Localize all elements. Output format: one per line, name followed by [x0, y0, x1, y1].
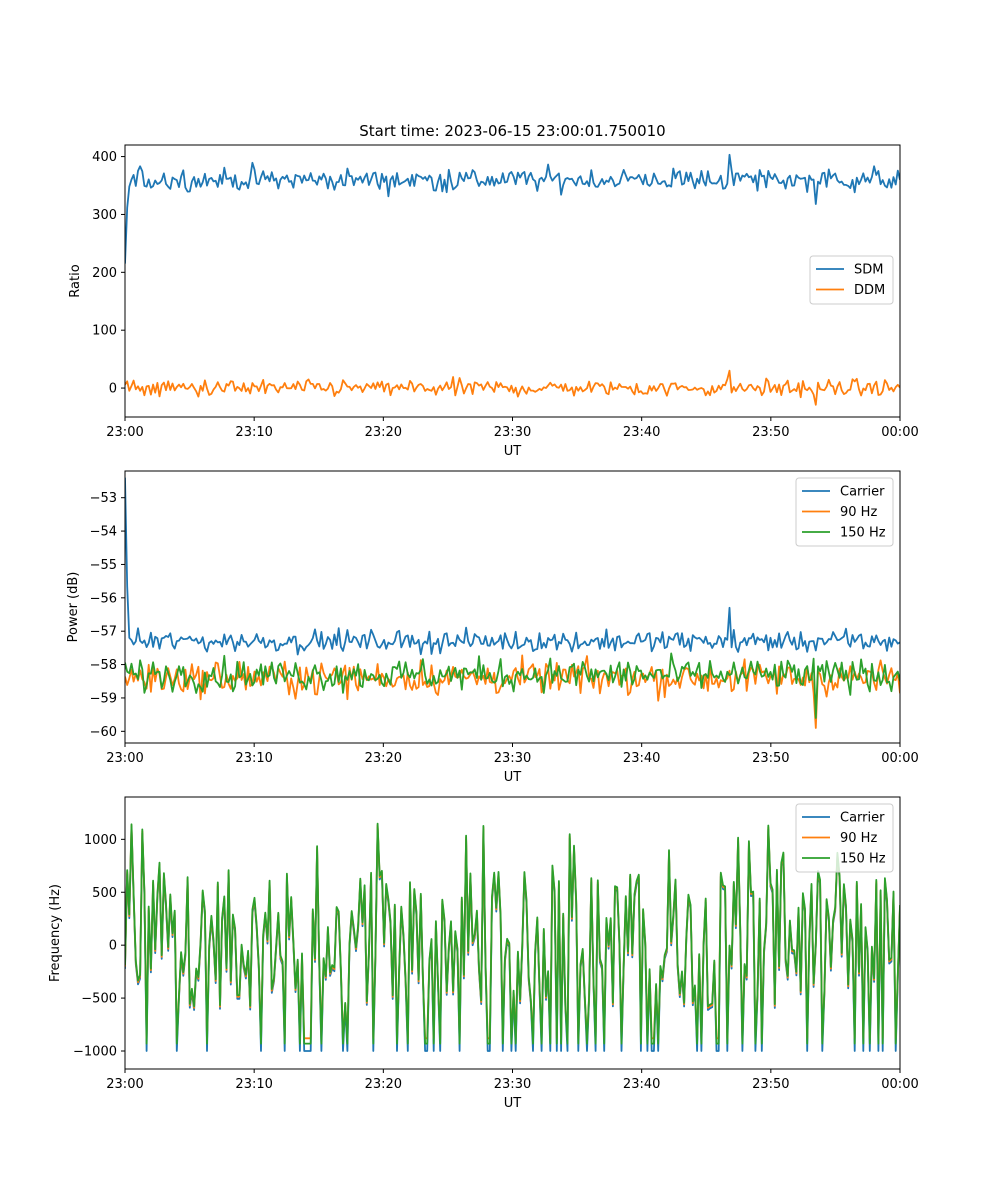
x-tick-label: 00:00: [881, 1077, 918, 1092]
x-tick-label: 00:00: [881, 425, 918, 440]
y-tick-label: 200: [92, 266, 117, 281]
y-tick-label: −60: [90, 725, 117, 740]
legend-label: 90 Hz: [840, 831, 877, 846]
x-tick-label: 23:50: [752, 1077, 789, 1092]
legend-box: [795, 477, 894, 547]
x-tick-label: 23:00: [106, 425, 143, 440]
axes-frame: [124, 470, 901, 744]
y-tick-label: 100: [92, 324, 117, 339]
legend-box: [795, 803, 894, 873]
series-line-sdm: [125, 153, 900, 264]
legend-label: DDM: [854, 283, 885, 298]
y-tick-label: 1000: [84, 833, 117, 848]
y-tick-label: −53: [90, 491, 117, 506]
y-tick-label: −57: [90, 625, 117, 640]
y-tick-label: −56: [90, 591, 117, 606]
legend-label: 90 Hz: [840, 505, 877, 520]
y-tick-label: −59: [90, 691, 117, 706]
legend: SDM DDM: [809, 255, 894, 305]
y-tick-label: 300: [92, 208, 117, 223]
series-group: [125, 822, 900, 1052]
y-tick-label: 0: [109, 939, 117, 954]
x-axis-label: UT: [504, 444, 522, 459]
x-tick-label: 23:00: [106, 1077, 143, 1092]
y-axis-label: Ratio: [68, 264, 83, 297]
series-group: [125, 477, 900, 729]
legend-box: [809, 255, 894, 305]
x-tick-label: 23:30: [494, 425, 531, 440]
legend-label: Carrier: [840, 811, 885, 826]
series-line-150-hz: [125, 822, 900, 1045]
legend-label: 150 Hz: [840, 852, 886, 867]
y-axis-label: Frequency (Hz): [48, 884, 63, 982]
series-line-carrier: [125, 477, 900, 656]
x-tick-label: 23:40: [623, 751, 660, 766]
y-tick-label: −58: [90, 658, 117, 673]
x-tick-label: 23:20: [365, 425, 402, 440]
y-tick-label: 0: [109, 382, 117, 397]
x-tick-label: 23:20: [365, 751, 402, 766]
x-tick-label: 23:10: [235, 751, 272, 766]
x-axis-label: UT: [504, 1096, 522, 1111]
y-tick-label: −1000: [73, 1045, 117, 1060]
x-tick-label: 23:40: [623, 1077, 660, 1092]
series-line-150-hz: [125, 652, 900, 719]
x-tick-label: 23:20: [365, 1077, 402, 1092]
panel-2: −53 −54 −55 −56 −57 −58 −59 −60 23:00 23:10 23:20 2…: [66, 470, 919, 785]
legend-label: 150 Hz: [840, 526, 886, 541]
x-tick-label: 23:50: [752, 751, 789, 766]
legend: Carrier 90 Hz 150 Hz: [795, 477, 894, 547]
panel-1: 0 100 200 300 400 23:00 23:10 23:20 23:30 23:40 23…: [68, 144, 919, 459]
x-tick-label: 00:00: [881, 751, 918, 766]
y-tick-label: −500: [81, 992, 117, 1007]
x-tick-label: 23:50: [752, 425, 789, 440]
legend-label: Carrier: [840, 485, 885, 500]
figure-title: Start time: 2023-06-15 23:00:01.750010: [359, 122, 665, 140]
y-axis-label: Power (dB): [66, 572, 81, 643]
x-tick-label: 23:40: [623, 425, 660, 440]
series-line-ddm: [125, 369, 900, 406]
series-line-90-hz: [125, 654, 900, 729]
y-tick-label: −55: [90, 558, 117, 573]
x-tick-label: 23:30: [494, 1077, 531, 1092]
x-tick-label: 23:10: [235, 425, 272, 440]
x-axis-label: UT: [504, 770, 522, 785]
legend: Carrier 90 Hz 150 Hz: [795, 803, 894, 873]
x-tick-label: 23:30: [494, 751, 531, 766]
y-tick-label: 400: [92, 150, 117, 165]
y-tick-label: 500: [92, 886, 117, 901]
series-group: [125, 153, 900, 406]
legend-label: SDM: [854, 263, 883, 278]
y-tick-label: −54: [90, 525, 117, 540]
x-tick-label: 23:10: [235, 1077, 272, 1092]
panel-3: 1000 500 0 −500 −1000 23:00 23:10 23:20 23:30 23:…: [48, 796, 919, 1111]
x-tick-label: 23:00: [106, 751, 143, 766]
